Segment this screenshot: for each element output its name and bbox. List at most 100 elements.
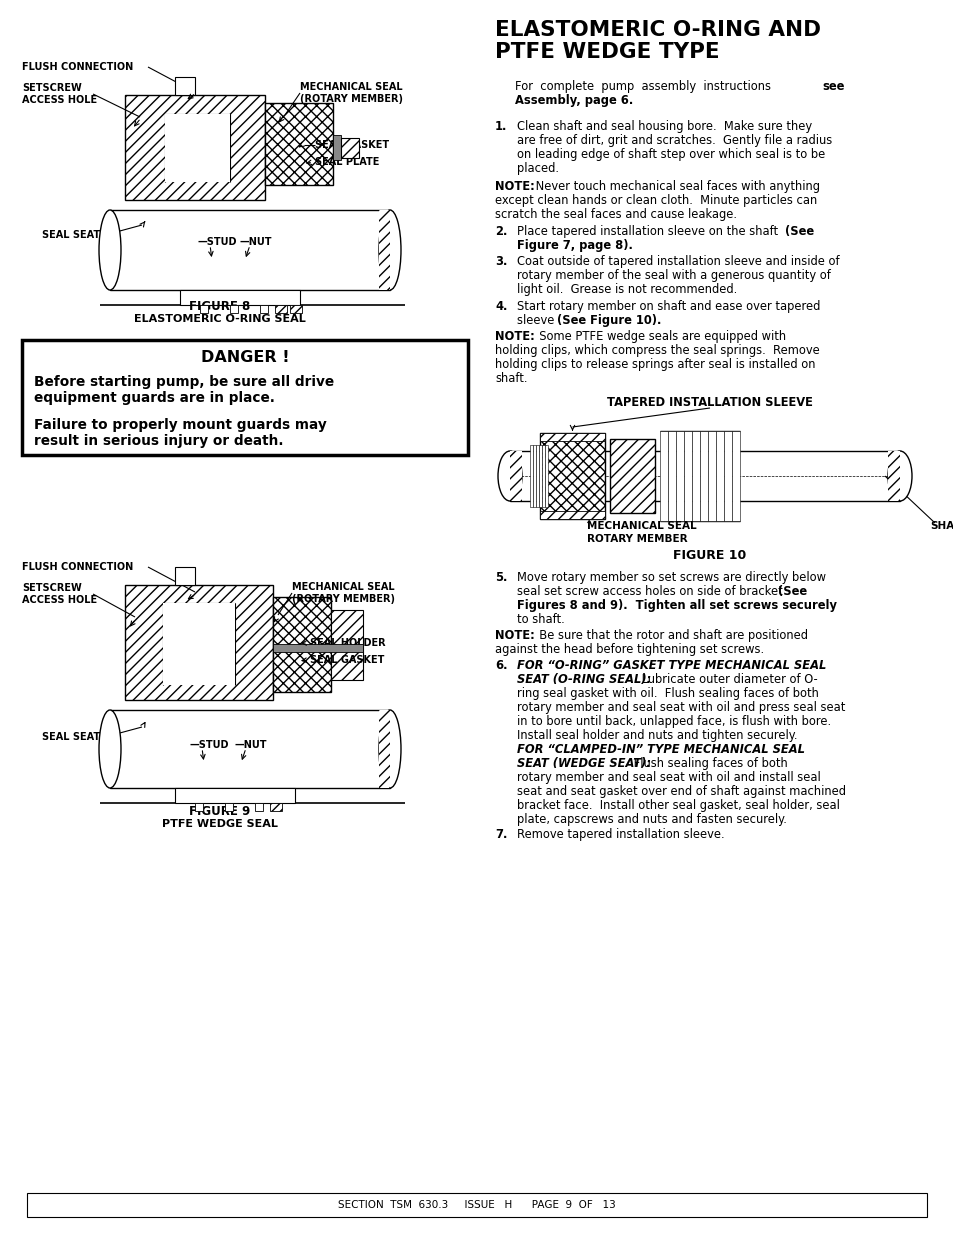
- Bar: [125, 585, 273, 700]
- Bar: [174, 77, 194, 95]
- Bar: [536, 445, 538, 508]
- Text: NOTE:: NOTE:: [495, 629, 535, 642]
- Bar: [290, 305, 302, 312]
- Text: (ROTARY MEMBER): (ROTARY MEMBER): [292, 594, 395, 604]
- Bar: [180, 290, 299, 305]
- Bar: [676, 431, 683, 521]
- Text: Assembly, page 6.: Assembly, page 6.: [515, 94, 633, 107]
- Text: (See: (See: [778, 585, 806, 598]
- Text: Remove tapered installation sleeve.: Remove tapered installation sleeve.: [517, 827, 724, 841]
- Bar: [27, 1193, 926, 1216]
- Bar: [260, 305, 268, 312]
- Bar: [700, 431, 707, 521]
- Text: SETSCREW: SETSCREW: [22, 583, 82, 593]
- Text: (See: (See: [784, 225, 813, 238]
- Text: Install seal holder and nuts and tighten securely.: Install seal holder and nuts and tighten…: [517, 729, 797, 742]
- Bar: [539, 433, 604, 441]
- Text: (ROTARY MEMBER): (ROTARY MEMBER): [299, 94, 402, 104]
- Bar: [659, 431, 667, 521]
- Text: Before starting pump, be sure all drive
equipment guards are in place.: Before starting pump, be sure all drive …: [34, 375, 334, 405]
- Text: SETSCREW: SETSCREW: [22, 83, 82, 93]
- Text: 4.: 4.: [495, 300, 507, 312]
- Bar: [510, 451, 899, 501]
- Bar: [510, 451, 521, 501]
- Text: ELASTOMERIC O-RING AND: ELASTOMERIC O-RING AND: [495, 20, 821, 40]
- Text: 3.: 3.: [495, 254, 507, 268]
- Text: are free of dirt, grit and scratches.  Gently file a radius: are free of dirt, grit and scratches. Ge…: [517, 135, 831, 147]
- Bar: [609, 438, 655, 513]
- Text: FOR “CLAMPED-IN” TYPE MECHANICAL SEAL: FOR “CLAMPED-IN” TYPE MECHANICAL SEAL: [517, 743, 804, 756]
- Text: SEAT (WEDGE SEAT):: SEAT (WEDGE SEAT):: [517, 757, 650, 769]
- Bar: [274, 305, 287, 312]
- Bar: [273, 597, 331, 692]
- Bar: [333, 135, 340, 161]
- Text: PTFE WEDGE TYPE: PTFE WEDGE TYPE: [495, 42, 719, 62]
- Text: MECHANICAL SEAL: MECHANICAL SEAL: [587, 521, 697, 531]
- Text: SEAT (O-RING SEAL):: SEAT (O-RING SEAL):: [517, 673, 651, 685]
- Bar: [273, 643, 363, 652]
- Text: FIGURE 9: FIGURE 9: [190, 805, 251, 818]
- Bar: [541, 445, 544, 508]
- Text: —NUT: —NUT: [240, 237, 273, 247]
- Text: FIGURE 10: FIGURE 10: [673, 550, 746, 562]
- Text: Some PTFE wedge seals are equipped with: Some PTFE wedge seals are equipped with: [532, 330, 785, 343]
- Text: ACCESS HOLE: ACCESS HOLE: [22, 95, 97, 105]
- Text: 6.: 6.: [495, 659, 507, 672]
- Text: FIGURE 8: FIGURE 8: [190, 300, 251, 312]
- Text: FOR “O-RING” GASKET TYPE MECHANICAL SEAL: FOR “O-RING” GASKET TYPE MECHANICAL SEAL: [517, 659, 825, 672]
- Ellipse shape: [99, 210, 121, 290]
- Text: Never touch mechanical seal faces with anything: Never touch mechanical seal faces with a…: [532, 180, 820, 193]
- Text: SEAL SEAT: SEAL SEAT: [42, 732, 100, 742]
- Bar: [723, 431, 731, 521]
- Text: Failure to properly mount guards may
result in serious injury or death.: Failure to properly mount guards may res…: [34, 417, 327, 448]
- Text: bracket face.  Install other seal gasket, seal holder, seal: bracket face. Install other seal gasket,…: [517, 799, 839, 811]
- Bar: [174, 788, 294, 803]
- Bar: [683, 431, 691, 521]
- Bar: [716, 431, 723, 521]
- Bar: [200, 305, 208, 312]
- Text: FLUSH CONNECTION: FLUSH CONNECTION: [22, 62, 133, 72]
- Text: rotary member of the seal with a generous quantity of: rotary member of the seal with a generou…: [517, 269, 830, 282]
- Bar: [331, 610, 363, 680]
- Bar: [538, 445, 541, 508]
- Text: ACCESS HOLE: ACCESS HOLE: [22, 595, 97, 605]
- Ellipse shape: [378, 710, 400, 788]
- Text: shaft.: shaft.: [495, 372, 527, 385]
- Text: Figures 8 and 9).  Tighten all set screws securely: Figures 8 and 9). Tighten all set screws…: [517, 599, 836, 613]
- Bar: [378, 210, 390, 290]
- Text: (See Figure 10).: (See Figure 10).: [557, 314, 660, 327]
- Text: Clean shaft and seal housing bore.  Make sure they: Clean shaft and seal housing bore. Make …: [517, 120, 811, 133]
- Text: plate, capscrews and nuts and fasten securely.: plate, capscrews and nuts and fasten sec…: [517, 813, 786, 826]
- Text: holding clips, which compress the seal springs.  Remove: holding clips, which compress the seal s…: [495, 345, 819, 357]
- Text: MECHANICAL SEAL: MECHANICAL SEAL: [299, 82, 402, 91]
- Text: placed.: placed.: [517, 162, 558, 175]
- Text: 5.: 5.: [495, 571, 507, 584]
- Text: Move rotary member so set screws are directly below: Move rotary member so set screws are dir…: [517, 571, 825, 584]
- Bar: [340, 138, 358, 158]
- Text: seat and seat gasket over end of shaft against machined: seat and seat gasket over end of shaft a…: [517, 785, 845, 798]
- Bar: [539, 511, 604, 519]
- Bar: [125, 95, 265, 200]
- Bar: [378, 710, 390, 788]
- Text: 7.: 7.: [495, 827, 507, 841]
- Bar: [887, 451, 899, 501]
- Text: —NUT: —NUT: [234, 740, 267, 750]
- Text: ROTARY MEMBER: ROTARY MEMBER: [587, 534, 687, 543]
- Text: Coat outside of tapered installation sleeve and inside of: Coat outside of tapered installation sle…: [517, 254, 839, 268]
- Text: Flush sealing faces of both: Flush sealing faces of both: [629, 757, 787, 769]
- Bar: [165, 114, 230, 182]
- Text: in to bore until back, unlapped face, is flush with bore.: in to bore until back, unlapped face, is…: [517, 715, 830, 727]
- Bar: [254, 803, 263, 811]
- Text: rotary member and seal seat with oil and install seal: rotary member and seal seat with oil and…: [517, 771, 820, 784]
- Ellipse shape: [378, 210, 400, 290]
- Text: scratch the seal faces and cause leakage.: scratch the seal faces and cause leakage…: [495, 207, 737, 221]
- Text: sleeve: sleeve: [517, 314, 558, 327]
- Bar: [230, 305, 237, 312]
- Text: PTFE WEDGE SEAL: PTFE WEDGE SEAL: [162, 819, 277, 829]
- Ellipse shape: [99, 710, 121, 788]
- Bar: [707, 431, 716, 521]
- Text: Figure 7, page 8).: Figure 7, page 8).: [517, 240, 632, 252]
- Text: on leading edge of shaft step over which seal is to be: on leading edge of shaft step over which…: [517, 148, 824, 161]
- Bar: [163, 603, 234, 685]
- Text: SECTION  TSM  630.3     ISSUE   H      PAGE  9  OF   13: SECTION TSM 630.3 ISSUE H PAGE 9 OF 13: [337, 1200, 616, 1210]
